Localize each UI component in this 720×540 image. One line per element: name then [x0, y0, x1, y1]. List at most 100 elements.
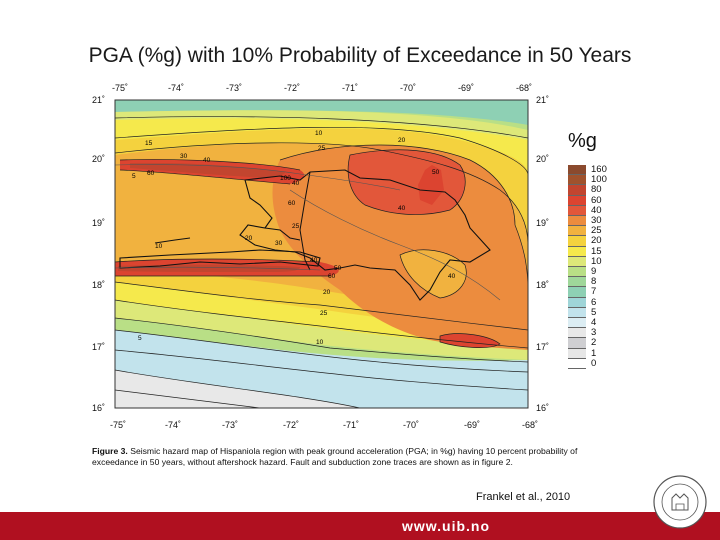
legend-swatch	[568, 348, 586, 359]
contour-label: 60	[328, 273, 336, 280]
lon-tick-top: -68˚	[516, 83, 532, 93]
legend-value: 9	[591, 266, 597, 277]
lat-tick-right: 18˚	[536, 280, 549, 290]
zone-40-east	[348, 149, 466, 215]
lat-tick-right: 21˚	[536, 95, 549, 105]
lat-ticks-right: 21˚ 20˚ 19˚ 18˚ 17˚ 16˚	[536, 95, 549, 413]
lon-tick-bottom: -68˚	[522, 420, 538, 430]
legend-swatch	[568, 216, 586, 227]
legend-value: 6	[591, 296, 597, 308]
map-title: PGA (%g) with 10% Probability of Exceeda…	[88, 44, 632, 67]
caption-figure-label: Figure 3.	[92, 446, 128, 456]
citation: Frankel et al., 2010	[476, 491, 571, 503]
lat-tick-right: 20˚	[536, 154, 549, 164]
contour-label: 40	[398, 205, 406, 212]
legend-title: %g	[568, 130, 597, 152]
lon-tick-top: -75˚	[112, 83, 128, 93]
legend-value: 8	[591, 276, 597, 288]
contour-label: 40	[203, 157, 211, 164]
contour-label: 10	[155, 243, 163, 250]
lon-tick-top: -74˚	[168, 83, 184, 93]
contour-label: 100	[280, 175, 291, 182]
contour-label: 10	[316, 339, 324, 346]
legend-swatch	[568, 205, 586, 216]
contour-label: 40	[310, 257, 318, 264]
lon-tick-bottom: -71˚	[343, 420, 359, 430]
contour-label: 25	[318, 145, 326, 152]
legend-value: 1	[591, 347, 597, 359]
haiti-dr-border	[299, 171, 311, 271]
lat-tick-left: 18˚	[92, 280, 105, 290]
contour-labels: 10 15 20 25 30 40 50 60 100 5 40 40 60 3…	[132, 130, 456, 346]
map-frame	[114, 99, 529, 409]
contour-label: 30	[275, 240, 283, 247]
hispaniola-coastline	[119, 169, 491, 301]
legend-value: 80	[591, 184, 602, 196]
lat-tick-left: 17˚	[92, 342, 105, 352]
contour-label: 25	[292, 223, 300, 230]
contour-label: 20	[398, 137, 406, 144]
legend-swatch	[568, 246, 586, 257]
legend-swatch	[568, 236, 586, 247]
legend-swatch	[568, 185, 586, 196]
lat-tick-left: 19˚	[92, 218, 105, 228]
legend-swatch	[568, 358, 586, 369]
hazard-zones	[115, 100, 528, 408]
legend-swatch	[568, 307, 586, 318]
legend-value: 160	[591, 164, 607, 175]
zone-25-se	[400, 249, 467, 298]
footer-url[interactable]: www.uib.no	[402, 518, 491, 534]
lon-tick-top: -73˚	[226, 83, 242, 93]
legend-value: 30	[591, 215, 602, 226]
legend-value: 4	[591, 317, 597, 328]
legend-swatch	[568, 175, 586, 186]
zone-100-south	[118, 264, 300, 272]
legend-swatch	[568, 287, 586, 298]
lat-ticks-left: 21˚ 20˚ 19˚ 18˚ 17˚ 16˚	[92, 95, 105, 413]
legend-value: 60	[591, 194, 602, 206]
zone-30-east	[272, 145, 528, 350]
contour-lines	[115, 116, 528, 408]
contour-label: 5	[132, 173, 136, 180]
legend-swatch	[568, 318, 586, 329]
legend-swatch	[568, 165, 586, 176]
legend-value: 25	[591, 225, 602, 237]
contour-label: 50	[334, 265, 342, 272]
contour-label: 25	[320, 310, 328, 317]
legend-swatch	[568, 338, 586, 349]
zone-south-grey	[115, 370, 360, 408]
legend-value: 40	[591, 204, 602, 216]
legend-swatch	[568, 256, 586, 267]
contour-label: 20	[245, 235, 253, 242]
lon-tick-top: -71˚	[342, 83, 358, 93]
legend-swatch	[568, 277, 586, 288]
zone-100-north	[130, 162, 285, 178]
contour-label: 50	[432, 169, 440, 176]
lon-tick-bottom: -75˚	[110, 420, 126, 430]
legend-value: 0	[591, 357, 597, 369]
legend-value: 3	[591, 327, 597, 339]
contour-label: 40	[448, 273, 456, 280]
lat-tick-left: 21˚	[92, 95, 105, 105]
lon-tick-bottom: -73˚	[222, 420, 238, 430]
lon-ticks-bottom: -75˚ -74˚ -73˚ -72˚ -71˚ -70˚ -69˚ -68˚	[110, 420, 538, 430]
legend-swatch	[568, 328, 586, 339]
footer-bar	[0, 512, 720, 540]
lat-tick-right: 19˚	[536, 218, 549, 228]
legend-value: 5	[591, 306, 597, 318]
legend-value: 10	[591, 255, 602, 267]
lon-tick-bottom: -69˚	[464, 420, 480, 430]
contour-label: 40	[292, 180, 300, 187]
contour-label: 30	[180, 153, 188, 160]
lon-tick-top: -70˚	[400, 83, 416, 93]
lon-tick-bottom: -70˚	[403, 420, 419, 430]
university-seal-icon	[653, 475, 707, 529]
zone-60-east	[418, 165, 444, 205]
fault-traces	[115, 164, 501, 301]
contour-label: 5	[138, 335, 142, 342]
lon-tick-bottom: -72˚	[283, 420, 299, 430]
contour-label: 60	[288, 200, 296, 207]
caption-text: Seismic hazard map of Hispaniola region …	[92, 446, 578, 467]
legend-value: 2	[591, 337, 597, 349]
